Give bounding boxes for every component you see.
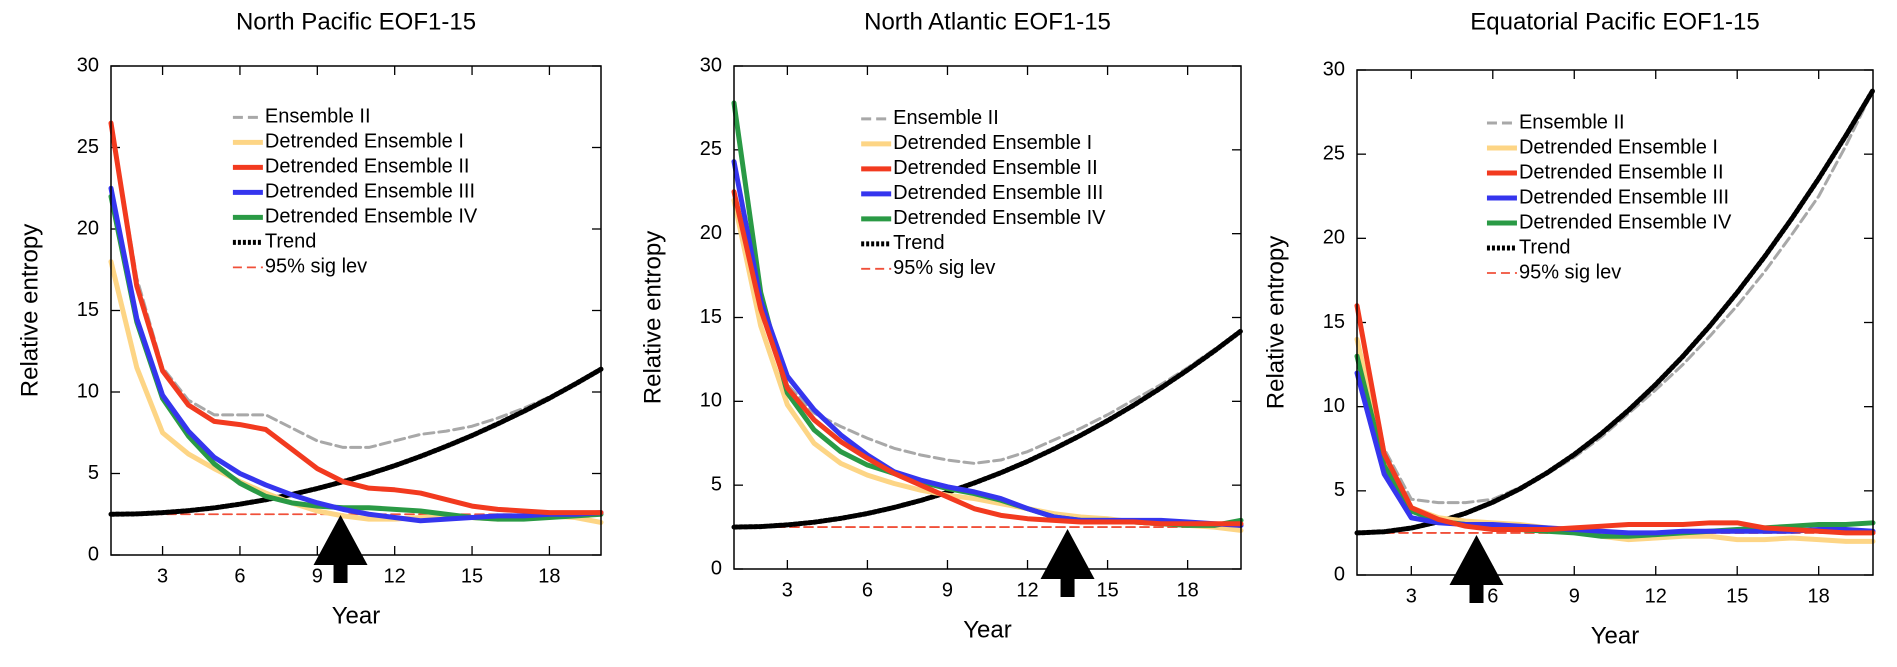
legend-label: Ensemble II bbox=[1519, 111, 1625, 133]
x-tick-label: 18 bbox=[1808, 585, 1830, 607]
x-tick-label: 6 bbox=[1487, 585, 1498, 607]
y-tick-label: 15 bbox=[77, 299, 99, 321]
y-tick-label: 30 bbox=[77, 54, 99, 76]
arrow-marker bbox=[1449, 535, 1504, 603]
legend-label: Detrended Ensemble I bbox=[265, 131, 464, 153]
x-tick-label: 3 bbox=[1406, 585, 1417, 607]
y-tick-label: 20 bbox=[1323, 227, 1345, 249]
x-tick-label: 6 bbox=[862, 579, 873, 601]
y-tick-label: 20 bbox=[700, 222, 722, 244]
x-axis-label: Year bbox=[1591, 622, 1640, 649]
series-line bbox=[1354, 303, 1876, 536]
y-tick-label: 30 bbox=[700, 54, 722, 76]
y-tick-label: 5 bbox=[88, 462, 99, 484]
y-tick-label: 0 bbox=[711, 557, 722, 579]
x-tick-label: 6 bbox=[234, 565, 245, 587]
legend-label: Detrended Ensemble II bbox=[893, 157, 1098, 179]
series-line bbox=[108, 185, 604, 524]
x-axis-label: Year bbox=[332, 602, 381, 629]
y-tick-label: 20 bbox=[77, 217, 99, 239]
x-tick-label: 3 bbox=[157, 565, 168, 587]
legend-label: Trend bbox=[1519, 236, 1571, 258]
x-tick-label: 9 bbox=[1569, 585, 1580, 607]
series-line bbox=[1354, 336, 1876, 544]
y-axis-label: Relative entropy bbox=[16, 224, 43, 397]
x-axis-label: Year bbox=[963, 616, 1012, 643]
legend-label: 95% sig lev bbox=[893, 257, 995, 279]
y-tick-label: 10 bbox=[700, 390, 722, 412]
series-line bbox=[731, 197, 1244, 533]
y-tick-label: 25 bbox=[77, 136, 99, 158]
chart-title: North Atlantic EOF1-15 bbox=[864, 8, 1111, 35]
series-line bbox=[1354, 353, 1876, 539]
legend-label: Detrended Ensemble I bbox=[893, 132, 1092, 154]
y-tick-label: 5 bbox=[1334, 479, 1345, 501]
series-line bbox=[731, 189, 1244, 527]
y-axis-label: Relative entropy bbox=[639, 231, 666, 404]
y-tick-label: 15 bbox=[1323, 311, 1345, 333]
series-line bbox=[1354, 370, 1876, 536]
arrow-marker bbox=[1040, 529, 1095, 597]
legend-label: Detrended Ensemble III bbox=[1519, 186, 1729, 208]
plot-frame bbox=[733, 65, 1242, 570]
y-tick-label: 25 bbox=[1323, 142, 1345, 164]
legend-label: Detrended Ensemble III bbox=[265, 181, 475, 203]
x-tick-label: 12 bbox=[1016, 579, 1038, 601]
series-line bbox=[108, 366, 604, 517]
chart-title: Equatorial Pacific EOF1-15 bbox=[1470, 8, 1759, 35]
panel: North Pacific EOF1-15 Year Relative entrop… bbox=[16, 8, 604, 629]
y-tick-label: 30 bbox=[1323, 58, 1345, 80]
legend-label: Detrended Ensemble IV bbox=[1519, 211, 1732, 233]
panel: Equatorial Pacific EOF1-15 Year Relative e… bbox=[1262, 8, 1876, 649]
panel: North Atlantic EOF1-15 Year Relative entro… bbox=[639, 8, 1244, 643]
x-tick-label: 12 bbox=[1645, 585, 1667, 607]
legend-label: Ensemble II bbox=[893, 107, 999, 129]
x-tick-label: 15 bbox=[1096, 579, 1118, 601]
y-tick-label: 0 bbox=[88, 543, 99, 565]
series-line bbox=[108, 193, 604, 522]
x-tick-label: 15 bbox=[1726, 585, 1748, 607]
y-tick-label: 25 bbox=[700, 138, 722, 160]
x-tick-label: 18 bbox=[538, 565, 560, 587]
legend-label: Detrended Ensemble II bbox=[1519, 161, 1724, 183]
legend-label: Detrended Ensemble II bbox=[265, 156, 470, 178]
x-tick-label: 3 bbox=[782, 579, 793, 601]
series-line bbox=[108, 120, 604, 516]
series-line bbox=[731, 328, 1244, 530]
legend-label: 95% sig lev bbox=[1519, 261, 1621, 283]
plot-frame bbox=[1356, 69, 1874, 576]
legend-label: Detrended Ensemble IV bbox=[265, 206, 478, 228]
legend-label: Detrended Ensemble III bbox=[893, 182, 1103, 204]
legend-label: Detrended Ensemble IV bbox=[893, 207, 1106, 229]
y-tick-label: 5 bbox=[711, 473, 722, 495]
x-tick-label: 12 bbox=[384, 565, 406, 587]
y-tick-label: 10 bbox=[77, 380, 99, 402]
chart-title: North Pacific EOF1-15 bbox=[236, 8, 476, 35]
x-tick-label: 15 bbox=[461, 565, 483, 587]
series-line bbox=[109, 121, 603, 449]
x-tick-label: 9 bbox=[312, 565, 323, 587]
arrow-marker bbox=[313, 515, 368, 583]
legend-label: Trend bbox=[893, 232, 945, 254]
legend-label: Ensemble II bbox=[265, 106, 371, 128]
legend-label: Detrended Ensemble I bbox=[1519, 136, 1718, 158]
y-tick-label: 15 bbox=[700, 306, 722, 328]
legend-label: 95% sig lev bbox=[265, 256, 367, 278]
x-tick-label: 18 bbox=[1177, 579, 1199, 601]
y-tick-label: 0 bbox=[1334, 563, 1345, 585]
x-tick-label: 9 bbox=[942, 579, 953, 601]
y-axis-label: Relative entropy bbox=[1262, 236, 1289, 409]
series-line bbox=[731, 159, 1244, 528]
y-tick-label: 10 bbox=[1323, 395, 1345, 417]
legend-label: Trend bbox=[265, 231, 317, 253]
